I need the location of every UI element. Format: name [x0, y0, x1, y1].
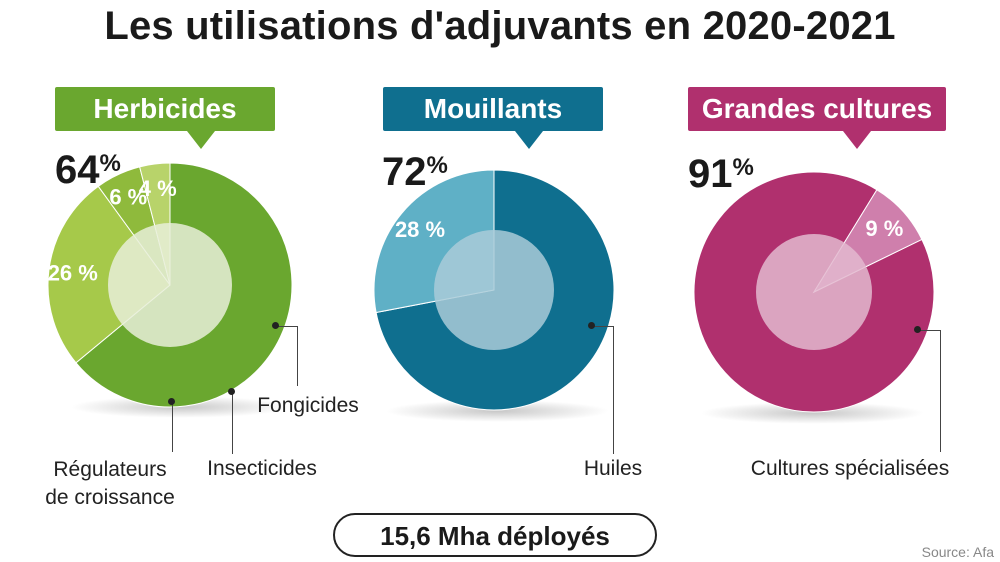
source-note: Source: Afa — [921, 544, 994, 560]
mouillants-headline: 72% — [382, 150, 448, 195]
insecticides-leader — [232, 392, 233, 454]
huiles-leader-h — [592, 326, 614, 327]
cultures-specialisees-dot — [914, 326, 921, 333]
herbicides-headline-sign: % — [99, 150, 121, 177]
herbicides-title: Herbicides — [93, 93, 237, 124]
regulateurs-line2: de croissance — [45, 486, 175, 509]
donut-slice-fongicides — [47, 185, 171, 364]
huiles-leader — [613, 326, 614, 454]
cultures-headline-value: 91 — [688, 152, 733, 196]
slice-label-cultures-sp-cialis-es: 9 % — [865, 216, 903, 241]
donut-center — [756, 234, 872, 350]
slice-label-huiles: 28 % — [395, 217, 445, 242]
donut-slice-grandes-cultures — [693, 171, 935, 413]
cultures-title: Grandes cultures — [701, 93, 933, 124]
cultures-specialisees-annotation: Cultures spécialisées — [750, 457, 950, 480]
mouillants-headline-sign: % — [426, 152, 448, 179]
mouillants-callout: Mouillants — [383, 87, 603, 149]
slice-label-fongicides: 26 % — [48, 261, 98, 286]
fongicides-dot — [272, 322, 279, 329]
fongicides-annotation: Fongicides — [257, 394, 359, 417]
regulateurs-dot — [168, 398, 175, 405]
mouillants-title: Mouillants — [423, 93, 563, 124]
fongicides-leader — [297, 326, 298, 386]
donut-center — [108, 223, 232, 347]
donut-slice-cultures-sp-cialis-es — [812, 189, 923, 294]
donut-slice-r-gulateurs-de-croissance — [139, 162, 171, 286]
cultures-headline-sign: % — [732, 154, 754, 181]
regulateurs-annotation: Régulateurs de croissance — [30, 456, 190, 512]
herbicides-headline: 64% — [55, 148, 121, 193]
regulateurs-leader — [172, 402, 173, 452]
donut-slice-mouillants — [375, 169, 615, 411]
chart-title: Les utilisations d'adjuvants en 2020-202… — [104, 4, 896, 48]
mouillants-shadow — [385, 400, 610, 422]
cultures-callout: Grandes cultures — [688, 87, 946, 149]
regulateurs-line1: Régulateurs — [53, 458, 167, 481]
slice-label-r-gulateurs-de-croissance: 4 % — [139, 176, 177, 201]
mouillants-headline-value: 72 — [382, 150, 427, 194]
fongicides-leader-h — [276, 326, 298, 327]
insecticides-dot — [228, 388, 235, 395]
herbicides-headline-value: 64 — [55, 148, 100, 192]
cultures-specialisees-leader — [940, 330, 941, 452]
herbicides-callout: Herbicides — [55, 87, 275, 149]
cultures-headline: 91% — [688, 152, 754, 197]
donut-center — [434, 230, 554, 350]
donut-slice-herbicides — [75, 162, 293, 408]
huiles-dot — [588, 322, 595, 329]
huiles-annotation: Huiles — [583, 457, 643, 480]
footer-total: 15,6 Mha déployés — [333, 513, 657, 557]
insecticides-annotation: Insecticides — [207, 457, 317, 480]
cultures-specialisees-leader-h — [918, 330, 940, 331]
cultures-shadow — [700, 402, 925, 424]
